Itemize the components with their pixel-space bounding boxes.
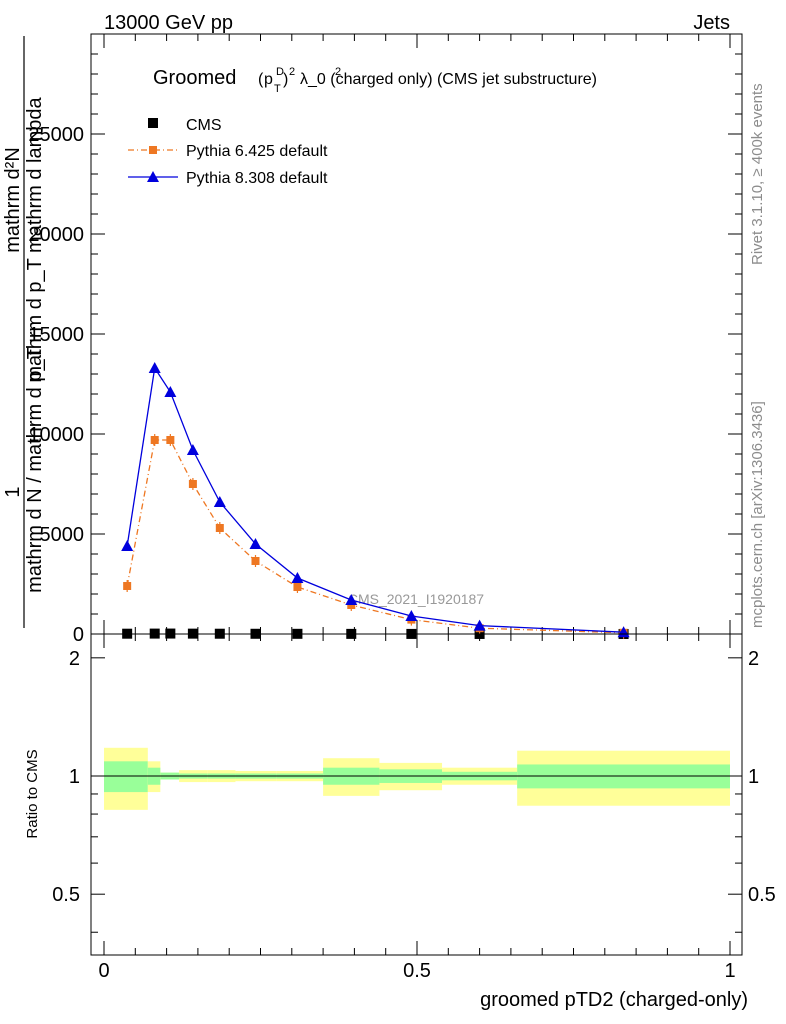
ytick-label: 0: [73, 624, 84, 646]
ratio-bands: [104, 747, 730, 810]
pythia6-point: [150, 436, 159, 444]
title-sub-T: T: [274, 83, 281, 95]
xtick-label: 0.5: [403, 960, 431, 982]
ratio-ytick-label-left: 2: [69, 648, 80, 670]
pythia6-point: [166, 436, 175, 444]
ytick-label: 10000: [28, 424, 84, 446]
ytick-label: 25000: [28, 124, 84, 146]
pythia8-point: [148, 362, 161, 373]
rivet-label: Rivet 3.1.10, ≥ 400k events: [749, 83, 766, 265]
ratio-ytick-label-left: 1: [69, 766, 80, 788]
legend: CMS Pythia 6.425 default Pythia 8.308 de…: [128, 117, 328, 187]
pythia6-point: [215, 524, 224, 532]
ratio-panel-frame: [90, 633, 743, 956]
ytick-label: 15000: [28, 324, 84, 346]
title-main: Groomed: [153, 67, 236, 89]
ylabel-denominator-bottom: mathrm d N / mathrm d p_T: [24, 347, 46, 593]
pythia8-point: [291, 572, 304, 583]
ratio-ytick-labels: 0.5 0.5 1 1 2 2: [52, 648, 776, 906]
pythia8-point: [345, 594, 358, 605]
pythia8-point: [186, 444, 199, 455]
pythia8-point: [121, 540, 134, 551]
ratio-ylabel: Ratio to CMS: [24, 749, 41, 838]
ylabel-denominator-top: mathrm d p_T mathrm d lambda: [24, 96, 46, 382]
title-sup-2a: 2: [289, 66, 295, 78]
title-sup-2b: 2: [335, 66, 341, 78]
main-ytick-labels: 0 5000 10000 15000 20000 25000: [28, 124, 84, 646]
title-paren-open: (: [258, 71, 264, 88]
pythia8-point: [164, 386, 177, 397]
legend-cms-label: CMS: [186, 117, 222, 134]
mcplots-label: mcplots.cern.ch [arXiv:1306.3436]: [749, 401, 766, 628]
pythia6-point: [123, 582, 132, 590]
pythia6-point: [293, 583, 302, 591]
pythia8-point: [473, 619, 486, 631]
legend-pythia6-marker: [149, 146, 157, 154]
title-rest: λ_0 (charged only) (CMS jet substructure…: [300, 71, 597, 88]
ratio-axis-ticks: [91, 657, 742, 933]
watermark: CMS_2021_I1920187: [348, 591, 484, 607]
x-axis-label: groomed pTD2 (charged-only): [480, 989, 748, 1011]
title-paren-close: ): [283, 71, 288, 88]
ratio-ytick-label-right: 2: [748, 648, 759, 670]
ratio-ytick-label-right: 0.5: [748, 884, 776, 906]
pythia6-point: [251, 557, 260, 565]
main-ylabel: 1 mathrm d²N mathrm d p_T mathrm d lambd…: [2, 36, 46, 628]
legend-pythia8-marker: [147, 171, 159, 182]
ratio-ytick-label-left: 0.5: [52, 884, 80, 906]
ratio-ytick-label-right: 1: [748, 766, 759, 788]
ytick-label: 20000: [28, 224, 84, 246]
legend-pythia6-label: Pythia 6.425 default: [186, 143, 328, 160]
pythia6-point: [188, 480, 197, 488]
header-right: Jets: [693, 12, 730, 34]
header-left: 13000 GeV pp: [104, 12, 233, 34]
ylabel-numerator: mathrm d²N: [2, 147, 24, 253]
xtick-labels: 0 0.5 1: [98, 960, 735, 982]
pythia8-point: [249, 538, 262, 549]
title-sup-D: D: [276, 66, 284, 78]
pythia8-point: [405, 610, 418, 621]
xtick-label: 1: [724, 960, 735, 982]
ytick-label: 5000: [40, 524, 85, 546]
ylabel-one: 1: [2, 486, 24, 497]
title-p: p: [264, 71, 273, 88]
legend-pythia8-label: Pythia 8.308 default: [186, 170, 328, 187]
pythia8-point: [213, 496, 226, 507]
legend-cms-marker: [148, 118, 158, 128]
plot-title: Groomed ( p D T ) 2 λ_0 (charged only) (…: [153, 66, 597, 95]
ratio-band-inner: [104, 761, 148, 793]
xtick-label: 0: [98, 960, 109, 982]
